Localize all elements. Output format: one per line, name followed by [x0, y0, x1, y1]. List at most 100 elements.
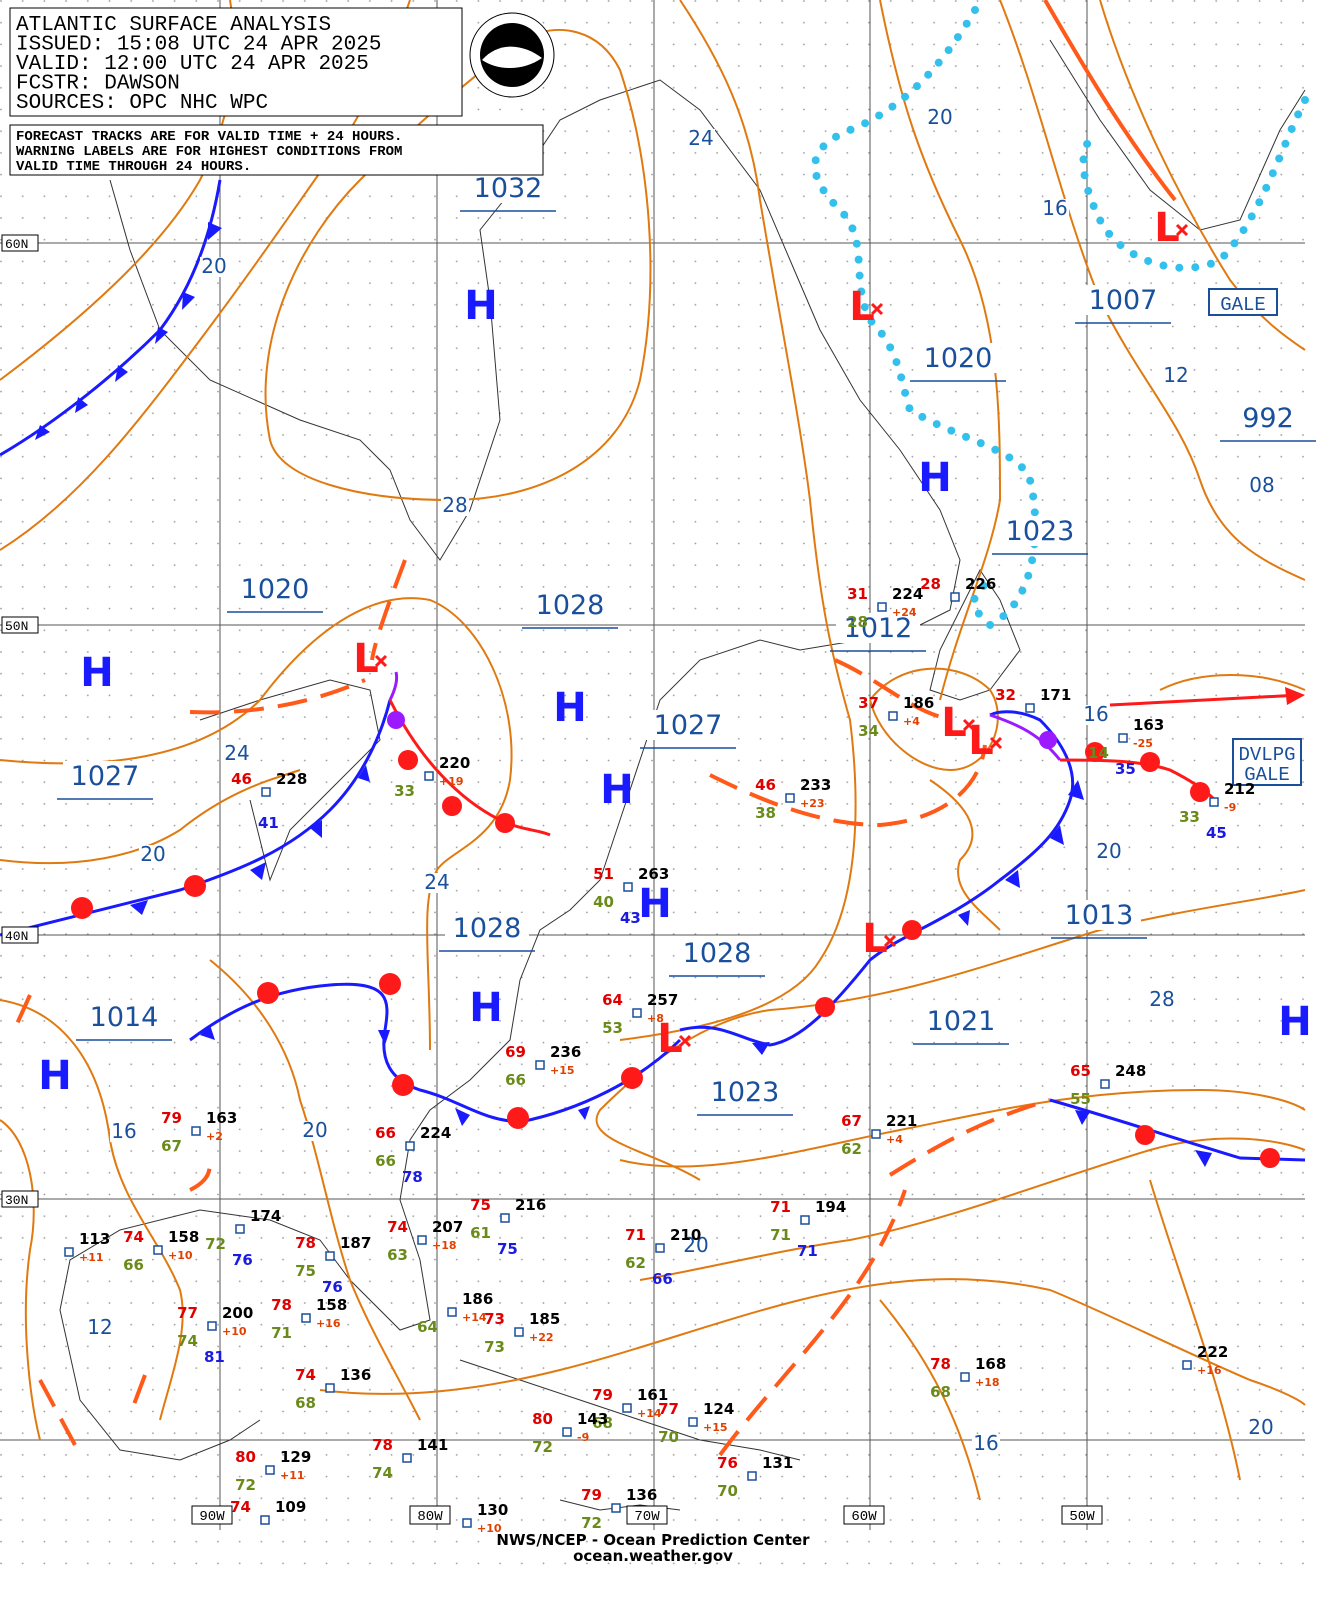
lon-label: 50W [1069, 1509, 1095, 1525]
station-pres: 124 [703, 1400, 734, 1418]
station-tend: +18 [432, 1239, 457, 1252]
lon-label-box [409, 1505, 451, 1525]
station-marker [260, 1515, 270, 1525]
station-pres: 109 [275, 1498, 306, 1516]
station-temp: 80 [235, 1448, 256, 1466]
isobar-label-bg [926, 108, 954, 128]
station-temp: 46 [755, 776, 776, 794]
station-tend: +23 [800, 797, 825, 810]
station-temp: 69 [505, 1043, 526, 1061]
station-marker [424, 771, 434, 781]
lat-label: 50N [5, 619, 28, 634]
pressure-label-bg [1057, 900, 1141, 930]
station-marker [888, 711, 898, 721]
note-line: WARNING LABELS ARE FOR HIGHEST CONDITION… [16, 144, 402, 160]
header-line: ATLANTIC SURFACE ANALYSIS [16, 14, 331, 37]
isobar-label-bg [301, 1121, 329, 1141]
station-dew: 63 [387, 1246, 408, 1264]
station-temp: 71 [625, 1226, 646, 1244]
station-temp: 46 [231, 770, 252, 788]
isobar-label: 20 [302, 1118, 327, 1142]
station-marker [1118, 733, 1128, 743]
isobar-label-bg [86, 1318, 114, 1338]
station-temp: 64 [602, 991, 623, 1009]
station-marker [747, 1471, 757, 1481]
isobar-label: 24 [424, 870, 449, 894]
station-dew: 34 [858, 722, 879, 740]
station-marker [871, 1129, 881, 1139]
pressure-label-bg [63, 761, 147, 791]
lat-label-box [1, 234, 39, 252]
low-center: L [657, 1016, 683, 1062]
lon-label-box [1061, 1505, 1103, 1525]
station-marker [514, 1327, 524, 1337]
low-center: L [849, 284, 875, 330]
low-x [962, 718, 976, 732]
isobar-label: 24 [224, 741, 249, 765]
station-dew: 61 [470, 1224, 491, 1242]
isobar-label: 12 [1163, 363, 1188, 387]
noaa-logo [469, 12, 555, 98]
isobar-label: 28 [1149, 987, 1174, 1011]
station-marker [800, 1215, 810, 1225]
station-marker [153, 1245, 163, 1255]
high-center: H [38, 1053, 71, 1099]
station-marker [655, 1243, 665, 1253]
station-pres: 222 [1197, 1343, 1228, 1361]
station-pres: 163 [1133, 716, 1164, 734]
station-pres: 221 [886, 1112, 917, 1130]
low-x [870, 302, 884, 316]
station-pres: 161 [637, 1386, 668, 1404]
station-dew: 74 [177, 1332, 198, 1350]
station-tend: +10 [477, 1522, 502, 1535]
station-pres: 136 [340, 1366, 371, 1384]
station-tend: +10 [168, 1249, 193, 1262]
isobar-label-bg [441, 496, 469, 516]
station-dew: 70 [658, 1428, 679, 1446]
station-pres: 158 [316, 1296, 347, 1314]
high-center: H [1278, 999, 1311, 1045]
station-pres: 130 [477, 1501, 508, 1519]
station-marker [325, 1383, 335, 1393]
high-center: H [638, 881, 671, 927]
station-dew: 38 [755, 804, 776, 822]
station-dew: 66 [375, 1152, 396, 1170]
station-marker [632, 1008, 642, 1018]
pressure-label: 1023 [711, 1077, 780, 1108]
station-marker [960, 1372, 970, 1382]
isobar-label: 20 [683, 1233, 708, 1257]
station-dew: 71 [271, 1324, 292, 1342]
station-pres: 171 [1040, 686, 1071, 704]
pressure-label: 1028 [453, 913, 522, 944]
station-marker [261, 787, 271, 797]
station-pres: 226 [965, 575, 996, 593]
warning-box [1208, 288, 1278, 316]
station-dew: 68 [295, 1394, 316, 1412]
isobar-label-bg [687, 129, 715, 149]
isobar-label: 08 [1249, 473, 1274, 497]
station-tend: +4 [903, 715, 920, 728]
station-pres: 143 [577, 1410, 608, 1428]
low-x [883, 934, 897, 948]
station-marker [265, 1465, 275, 1475]
station-pres: 163 [206, 1109, 237, 1127]
station-tend: +19 [439, 775, 464, 788]
station-pres: 200 [222, 1304, 253, 1322]
pressure-label: 1013 [1065, 900, 1134, 931]
pressure-label: 1032 [474, 173, 543, 204]
isobar-label: 24 [688, 126, 713, 150]
station-marker [623, 882, 633, 892]
station-marker [1209, 797, 1219, 807]
station-dew: 68 [592, 1414, 613, 1432]
station-marker [1025, 703, 1035, 713]
station-pres: 113 [79, 1230, 110, 1248]
isobar-label-bg [200, 257, 228, 277]
station-pres: 248 [1115, 1062, 1146, 1080]
station-temp: 74 [123, 1228, 144, 1246]
pressure-label-bg [445, 913, 529, 943]
station-dew: 68 [930, 1383, 951, 1401]
low-center: L [968, 718, 994, 764]
isobar-label-bg [423, 873, 451, 893]
station-marker [688, 1417, 698, 1427]
station-dew: 75 [295, 1262, 316, 1280]
